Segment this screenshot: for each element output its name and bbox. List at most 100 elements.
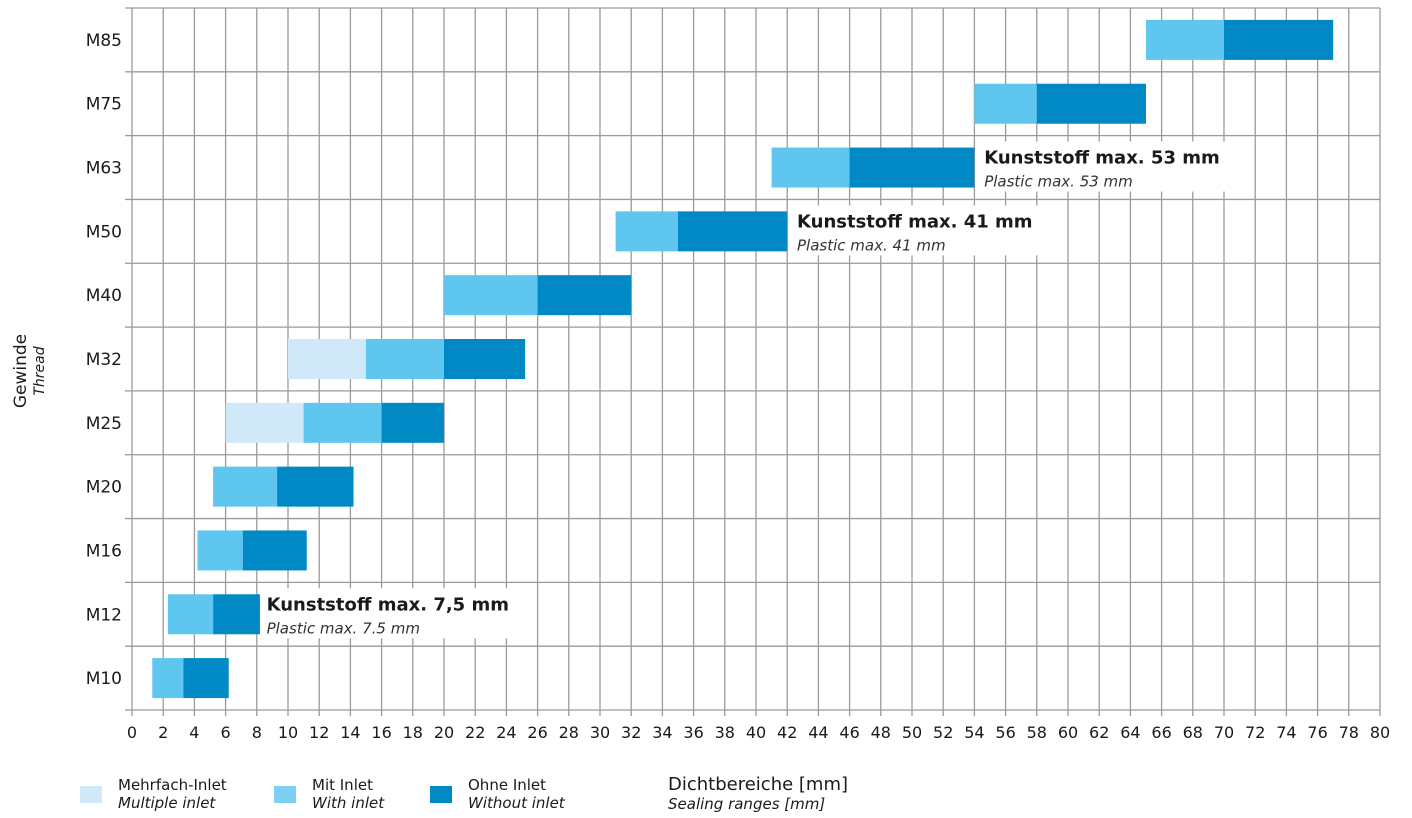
category-label: M32 <box>86 350 122 370</box>
y-axis-title: Gewinde <box>11 334 31 408</box>
annotation-box <box>976 141 1245 192</box>
x-tick-label: 66 <box>1151 723 1171 742</box>
bar-m32-without-inlet <box>444 339 526 379</box>
x-tick-label: 4 <box>189 723 199 742</box>
x-tick-label: 18 <box>403 723 423 742</box>
legend-swatch <box>80 786 102 803</box>
category-label: M16 <box>86 541 122 561</box>
x-tick-label: 48 <box>871 723 891 742</box>
x-tick-label: 2 <box>158 723 168 742</box>
legend-label-en: Without inlet <box>468 794 565 812</box>
legend-swatch <box>430 786 452 803</box>
bar-m75-without-inlet <box>1036 83 1146 124</box>
x-tick-label: 32 <box>621 723 641 742</box>
x-tick-label: 60 <box>1058 723 1078 742</box>
x-tick-label: 38 <box>715 723 735 742</box>
category-label: M12 <box>86 605 122 625</box>
tick-labels: 0 2 4 6 8 10 12 14 16 18 20 22 24 26 28 30 32 34 36 38 40 42 4… <box>127 723 1390 742</box>
x-tick-label: 68 <box>1183 723 1203 742</box>
legend-swatch <box>274 786 296 803</box>
x-tick-label: 30 <box>590 723 610 742</box>
bar-m85-without-inlet <box>1224 19 1334 60</box>
bar-m40-without-inlet <box>537 275 632 316</box>
x-tick-label: 16 <box>371 723 391 742</box>
x-axis-title-block: Dichtbereiche [mm] Sealing ranges [mm] <box>668 774 849 814</box>
bar-m32-with-inlet <box>366 339 444 379</box>
x-tick-label: 24 <box>496 723 516 742</box>
bar-m50-without-inlet <box>678 211 788 252</box>
legend-label-de: Mehrfach-Inlet <box>118 776 227 794</box>
legend-label-en: With inlet <box>312 794 385 812</box>
bar-m75-with-inlet <box>974 83 1037 124</box>
bar-m25-multiple-inlet <box>225 402 304 443</box>
annotation-subtitle: Plastic max. 41 mm <box>797 236 946 254</box>
category-label: M20 <box>86 478 122 498</box>
x-axis-title: Dichtbereiche [mm] <box>668 774 849 795</box>
x-tick-label: 56 <box>995 723 1015 742</box>
bar-m12-without-inlet <box>213 594 260 635</box>
category-label: M25 <box>86 414 122 434</box>
x-tick-label: 26 <box>527 723 547 742</box>
category-label: M10 <box>86 669 122 689</box>
x-tick-label: 40 <box>746 723 766 742</box>
bar-m25-with-inlet <box>303 402 382 443</box>
bars <box>152 19 1334 699</box>
annotation-box <box>789 205 1057 256</box>
x-tick-label: 58 <box>1027 723 1047 742</box>
category-label: M50 <box>86 222 122 242</box>
x-tick-label: 72 <box>1245 723 1265 742</box>
category-label: M40 <box>86 286 122 306</box>
x-tick-label: 64 <box>1120 723 1140 742</box>
legend-label-de: Ohne Inlet <box>468 776 547 794</box>
bar-m16-without-inlet <box>242 530 307 571</box>
bar-m85-with-inlet <box>1146 19 1224 60</box>
x-tick-label: 50 <box>902 723 922 742</box>
x-tick-label: 36 <box>683 723 703 742</box>
x-tick-label: 20 <box>434 723 454 742</box>
x-tick-label: 12 <box>309 723 329 742</box>
annotation-box <box>258 588 527 639</box>
bar-m25-without-inlet <box>381 402 444 443</box>
annotation-title: Kunststoff max. 41 mm <box>797 211 1033 232</box>
x-tick-label: 54 <box>964 723 984 742</box>
x-tick-label: 34 <box>652 723 672 742</box>
bar-m63-without-inlet <box>849 147 975 188</box>
x-tick-label: 46 <box>839 723 859 742</box>
y-axis-subtitle: Thread <box>32 346 48 395</box>
x-tick-label: 8 <box>252 723 262 742</box>
x-tick-label: 42 <box>777 723 797 742</box>
bar-m40-with-inlet <box>444 275 538 316</box>
legend-label-en: Multiple inlet <box>118 794 216 812</box>
x-tick-label: 44 <box>808 723 828 742</box>
bar-m10-without-inlet <box>183 658 229 699</box>
x-tick-label: 76 <box>1307 723 1327 742</box>
bar-m10-with-inlet <box>152 658 184 699</box>
x-tick-label: 52 <box>933 723 953 742</box>
category-labels: M10 M12 M16 M20 M25 M32 M40 M50 M63 M75 M85 <box>86 31 122 689</box>
bar-m20-with-inlet <box>213 466 278 507</box>
category-label: M75 <box>86 95 122 115</box>
x-tick-label: 6 <box>221 723 231 742</box>
x-tick-label: 0 <box>127 723 137 742</box>
annotation-subtitle: Plastic max. 7.5 mm <box>267 619 420 637</box>
x-tick-label: 80 <box>1370 723 1390 742</box>
bar-m20-without-inlet <box>277 466 354 507</box>
annotation-title: Kunststoff max. 7,5 mm <box>267 594 509 615</box>
category-label: M85 <box>86 31 122 51</box>
bar-m32-multiple-inlet <box>288 339 366 379</box>
x-tick-label: 28 <box>559 723 579 742</box>
annotation-title: Kunststoff max. 53 mm <box>984 148 1220 169</box>
bar-m12-with-inlet <box>167 594 214 635</box>
x-tick-label: 70 <box>1214 723 1234 742</box>
legend-label-de: Mit Inlet <box>312 776 373 794</box>
x-tick-label: 78 <box>1339 723 1359 742</box>
x-tick-label: 10 <box>278 723 298 742</box>
annotations: Kunststoff max. 7,5 mm Plastic max. 7.5 m… <box>267 148 1220 638</box>
bar-m16-with-inlet <box>197 530 243 571</box>
bar-m50-with-inlet <box>615 211 678 252</box>
x-tick-label: 22 <box>465 723 485 742</box>
x-tick-label: 74 <box>1276 723 1296 742</box>
x-tick-label: 14 <box>340 723 360 742</box>
x-axis-subtitle: Sealing ranges [mm] <box>668 795 826 813</box>
